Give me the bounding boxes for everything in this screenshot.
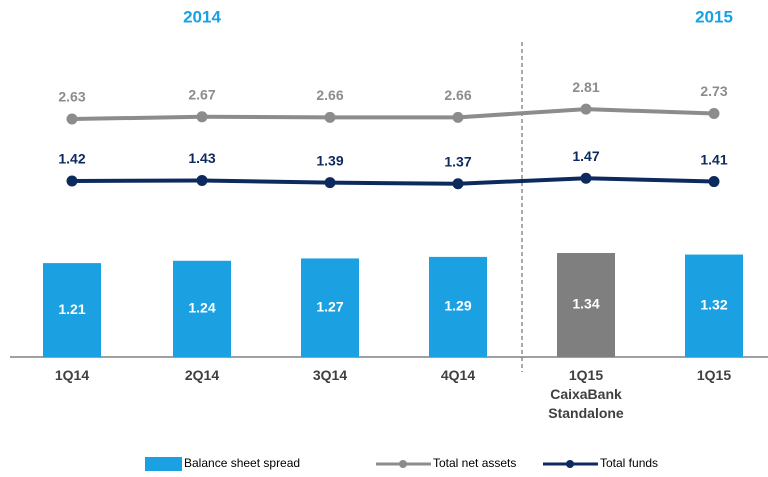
line-value-label: 1.41 (700, 151, 727, 167)
bar (429, 256, 487, 357)
bar-value-label: 1.29 (444, 298, 471, 314)
bar (173, 260, 231, 357)
line-point (324, 177, 336, 189)
line-value-label: 2.73 (700, 83, 727, 99)
line-value-label: 1.47 (572, 148, 599, 164)
x-tick-label: 3Q14 (312, 367, 348, 383)
bar (685, 254, 743, 357)
line-value-label: 1.39 (316, 152, 343, 168)
line-point (66, 113, 78, 125)
bar-value-label: 1.21 (58, 301, 85, 317)
line-value-label: 1.42 (58, 151, 85, 167)
bar-value-label: 1.34 (572, 296, 599, 312)
legend-swatch (145, 457, 182, 471)
x-tick-label: 1Q14 (54, 367, 90, 383)
line-value-label: 2.81 (572, 79, 599, 95)
x-tick-label: 4Q14 (440, 367, 476, 383)
x-tick-label: 1Q15 (696, 367, 732, 383)
year-label: 2015 (695, 7, 733, 26)
bar (301, 258, 359, 357)
line-point (66, 175, 78, 187)
line-point (580, 172, 592, 184)
line-point (708, 108, 720, 119)
line-point (452, 178, 464, 190)
line (71, 176, 715, 186)
line-point (580, 103, 592, 115)
bar-value-label: 1.32 (700, 296, 727, 312)
line-point (452, 111, 464, 123)
bar (43, 263, 101, 357)
bar (557, 253, 615, 357)
legend-label: Total net assets (433, 456, 516, 470)
line-value-label: 1.37 (444, 153, 471, 169)
legend-marker (399, 460, 407, 468)
line-value-label: 2.63 (58, 89, 85, 105)
line-point (196, 174, 208, 186)
legend-label: Total funds (600, 456, 658, 470)
legend-marker (566, 460, 574, 468)
line-value-label: 2.66 (316, 87, 343, 103)
line-point (324, 111, 336, 123)
line-point (708, 176, 720, 188)
legend-label: Balance sheet spread (184, 456, 300, 470)
bar-value-label: 1.24 (188, 300, 215, 316)
bar-value-label: 1.27 (316, 298, 343, 314)
x-tick-label: 2Q14 (184, 367, 220, 383)
line-value-label: 2.66 (444, 87, 471, 103)
year-label: 2014 (183, 7, 221, 26)
x-tick-label: 1Q15 CaixaBank Standalone (548, 367, 624, 421)
line-value-label: 1.43 (188, 150, 215, 166)
line-point (196, 111, 208, 123)
line-value-label: 2.67 (188, 87, 215, 103)
line (71, 107, 715, 121)
